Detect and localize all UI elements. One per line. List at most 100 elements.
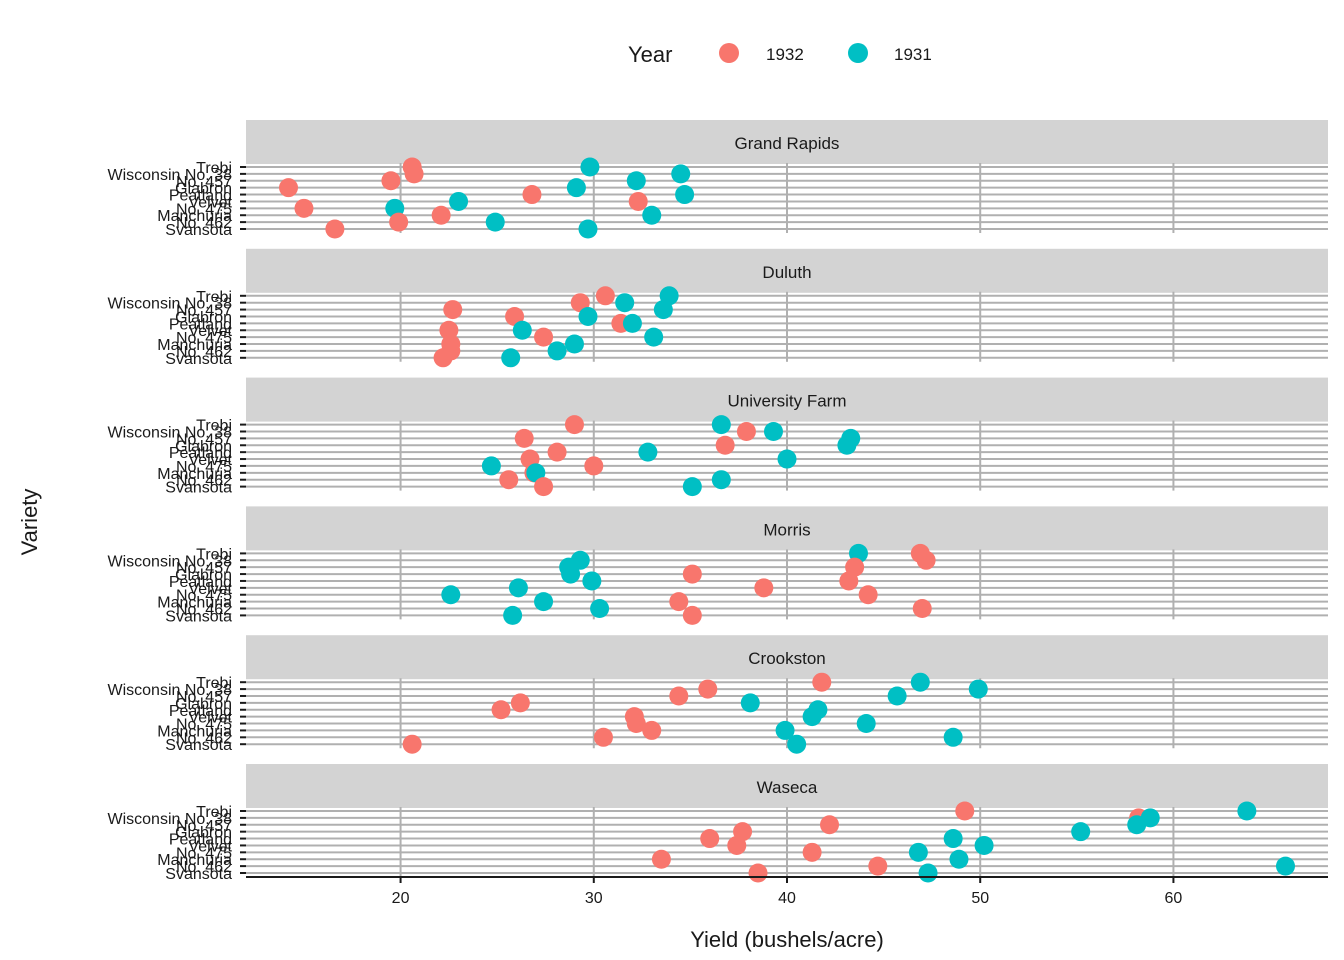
point-grand-rapids-svansota-1932: [325, 219, 345, 239]
point-morris-svansota-1931: [503, 605, 523, 625]
x-tick-label: 30: [585, 890, 603, 907]
y-tick-label: Wisconsin No. 38: [108, 167, 233, 184]
point-grand-rapids-no-462-1931: [485, 212, 505, 232]
x-axis: 20 30 40 50 60: [246, 876, 1328, 907]
y-tick-label: Peatland: [169, 832, 232, 849]
facet-strip-label: Morris: [763, 520, 810, 539]
y-tick-label: Svansota: [165, 866, 232, 883]
point-grand-rapids-trebi-1931: [580, 157, 600, 177]
point-waseca-no-475-1931: [908, 842, 928, 862]
point-grand-rapids-no-462-1932: [389, 212, 409, 232]
point-duluth-peatland-1931: [622, 313, 642, 333]
point-university-farm-wisconsin-no-38-1932: [736, 421, 756, 441]
point-morris-no-475-1931: [441, 585, 461, 605]
point-university-farm-peatland-1932: [547, 442, 567, 462]
facet-strip: [246, 635, 1328, 680]
y-tick-label: Trebi: [196, 418, 232, 435]
y-tick-label: Manchuria: [157, 723, 232, 740]
point-grand-rapids-glabron-1931: [566, 178, 586, 198]
point-grand-rapids-velvet-1931: [449, 191, 469, 211]
point-university-farm-manchuria-1931: [526, 463, 546, 483]
point-crookston-trebi-1932: [812, 672, 832, 692]
point-university-farm-glabron-1931: [837, 435, 857, 455]
point-waseca-peatland-1931: [943, 829, 963, 849]
point-crookston-peatland-1932: [491, 700, 511, 720]
legend-title: Year: [628, 42, 672, 67]
point-crookston-no-462-1931: [943, 727, 963, 747]
y-tick-label: Velvet: [188, 452, 232, 469]
point-crookston-svansota-1932: [402, 734, 422, 754]
y-tick-label: Glabron: [175, 309, 232, 326]
y-tick-label: Peatland: [169, 316, 232, 333]
y-tick-label: Trebi: [196, 804, 232, 821]
point-duluth-wisconsin-no-38-1932: [570, 293, 590, 313]
y-tick-label: No. 457: [176, 689, 232, 706]
point-university-farm-trebi-1932: [564, 415, 584, 435]
facet-strip-label: Waseca: [757, 778, 818, 797]
y-tick-label: Wisconsin No. 38: [108, 682, 233, 699]
point-duluth-svansota-1931: [501, 348, 521, 368]
point-duluth-manchuria-1931: [564, 334, 584, 354]
point-waseca-trebi-1932: [955, 801, 975, 821]
point-waseca-trebi-1931: [1237, 801, 1257, 821]
point-grand-rapids-peatland-1931: [675, 185, 695, 205]
point-university-farm-no-462-1932: [499, 470, 519, 490]
legend-1931-label: 1931: [894, 45, 932, 64]
y-tick-label: Wisconsin No. 38: [108, 553, 233, 570]
point-grand-rapids-manchuria-1932: [431, 205, 451, 225]
point-university-farm-no-475-1932: [584, 456, 604, 476]
point-crookston-manchuria-1931: [775, 720, 795, 740]
facet-strip: [246, 248, 1328, 293]
facet-strip: [246, 377, 1328, 422]
y-tick-label: No. 475: [176, 201, 232, 218]
y-tick-label: No. 457: [176, 174, 232, 191]
y-tick-label: Glabron: [175, 696, 232, 713]
point-duluth-glabron-1932: [505, 306, 525, 326]
point-waseca-no-475-1932: [802, 842, 822, 862]
point-duluth-velvet-1931: [512, 320, 532, 340]
y-tick-label: Trebi: [196, 546, 232, 563]
y-tick-label: Manchuria: [157, 208, 232, 225]
point-duluth-no-457-1931: [653, 300, 673, 320]
y-tick-label: No. 457: [176, 303, 232, 320]
point-grand-rapids-svansota-1931: [578, 219, 598, 239]
point-university-farm-svansota-1931: [682, 477, 702, 497]
point-grand-rapids-velvet-1932: [628, 191, 648, 211]
point-grand-rapids-no-457-1931: [626, 171, 646, 191]
point-morris-manchuria-1931: [534, 592, 554, 612]
point-waseca-no-462-1932: [868, 856, 888, 876]
point-morris-no-462-1931: [590, 599, 610, 619]
y-tick-label: Peatland: [169, 574, 232, 591]
y-tick-label: Velvet: [188, 710, 232, 727]
point-morris-manchuria-1932: [669, 592, 689, 612]
point-university-farm-no-457-1932: [514, 428, 534, 448]
point-duluth-trebi-1932: [595, 286, 615, 306]
y-tick-label: Trebi: [196, 675, 232, 692]
facet-strip: [246, 120, 1328, 164]
point-crookston-wisconsin-no-38-1931: [968, 679, 988, 699]
y-tick-label: Peatland: [169, 188, 232, 205]
point-waseca-svansota-1931: [918, 863, 938, 883]
point-waseca-peatland-1932: [700, 829, 720, 849]
y-tick-label: No. 475: [176, 717, 232, 734]
point-crookston-no-462-1932: [593, 727, 613, 747]
point-morris-peatland-1932: [839, 571, 859, 591]
facet-strip-label: Crookston: [748, 649, 825, 668]
point-university-farm-trebi-1931: [711, 415, 731, 435]
point-crookston-velvet-1931: [802, 707, 822, 727]
point-morris-velvet-1931: [508, 578, 528, 598]
point-morris-glabron-1931: [561, 564, 581, 584]
x-tick-label: 60: [1165, 890, 1183, 907]
point-waseca-manchuria-1931: [949, 849, 969, 869]
point-grand-rapids-wisconsin-no-38-1932: [404, 164, 424, 184]
point-duluth-wisconsin-no-38-1931: [615, 293, 635, 313]
point-grand-rapids-no-457-1932: [381, 171, 401, 191]
facet-strip: [246, 506, 1328, 551]
y-tick-label: No. 457: [176, 431, 232, 448]
